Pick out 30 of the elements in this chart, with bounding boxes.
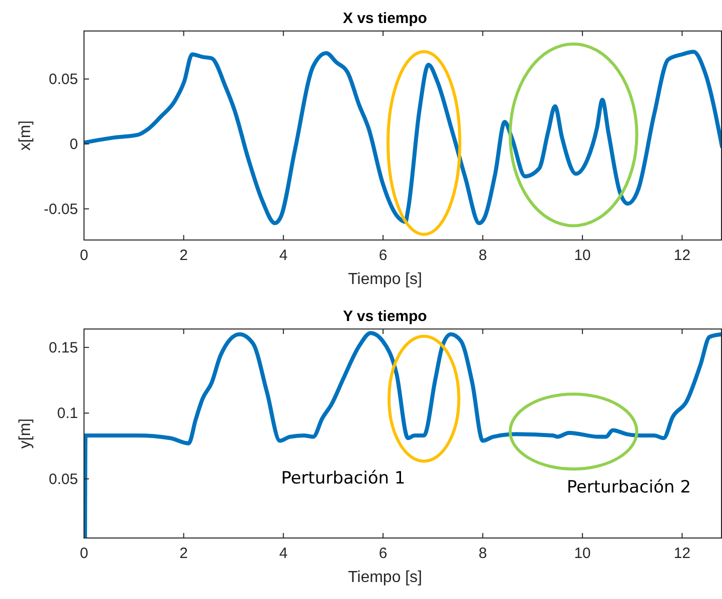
x-tick-label: 8 xyxy=(478,247,487,264)
x-tick-label: 2 xyxy=(180,545,188,562)
y-tick-label: 0.05 xyxy=(48,71,78,88)
x-tick-label: 4 xyxy=(279,247,288,264)
x-tick-label: 10 xyxy=(574,545,591,562)
x-tick-label: 6 xyxy=(378,545,388,562)
line-series xyxy=(84,50,722,226)
x-tick-label: 12 xyxy=(674,247,690,264)
y-axis-title: y[m] xyxy=(17,418,34,449)
y-tick-label: 0.15 xyxy=(48,339,78,356)
x-tick-label: 2 xyxy=(180,247,188,264)
y-tick-label: -0.05 xyxy=(44,200,78,218)
y-tick-label: 0.1 xyxy=(57,405,78,422)
annotation: Perturbación 1 xyxy=(281,468,406,489)
x-tick-label: 4 xyxy=(279,545,288,562)
y-tick-label: 0.05 xyxy=(48,470,78,488)
chart-title: X vs tiempo xyxy=(342,10,428,27)
x-axis-title: Tiempo [s] xyxy=(348,271,422,288)
x-tick-label: 12 xyxy=(674,545,690,562)
x-tick-label: 10 xyxy=(574,247,591,264)
line-series xyxy=(84,330,722,538)
annotation: Perturbación 2 xyxy=(566,478,691,498)
chart-title: Y vs tiempo xyxy=(343,308,427,325)
x-tick-label: 0 xyxy=(80,247,88,264)
y-tick-label: 0 xyxy=(70,136,78,153)
y-axis-title: x[m] xyxy=(17,120,34,151)
x-tick-label: 6 xyxy=(378,247,388,264)
x-axis-title: Tiempo [s] xyxy=(348,569,422,586)
x-tick-label: 0 xyxy=(80,545,88,562)
x-tick-label: 8 xyxy=(478,545,487,562)
